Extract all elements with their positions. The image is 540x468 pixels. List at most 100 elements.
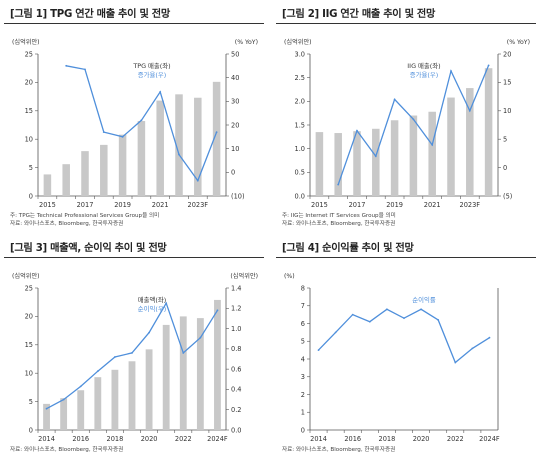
y-tick-label: 4: [301, 355, 305, 363]
legend-line: 순이익률: [412, 295, 436, 304]
y2-tick-label: 1.4: [231, 284, 242, 292]
bar-2016: [334, 133, 342, 196]
x-tick-label: 2018: [379, 435, 396, 443]
y-tick-label: 0.0: [295, 192, 306, 200]
bar-2023F: [466, 88, 474, 196]
point-2019: [121, 135, 124, 138]
point-2019: [131, 352, 133, 354]
y-tick-label: 0.5: [295, 169, 306, 177]
bar-2021: [156, 100, 164, 196]
point-2022: [450, 70, 452, 72]
point-2020: [420, 308, 422, 311]
x-tick-label: 2022: [447, 435, 464, 443]
y2-tick-label: 0.0: [231, 426, 242, 434]
legend-line: 증가율(우): [138, 70, 167, 79]
y2-tick-label: 0.4: [231, 386, 242, 394]
y2-tick-label: (5): [503, 192, 512, 200]
x-tick-label: 2020: [141, 435, 158, 443]
bar-2022: [447, 97, 455, 196]
point-2024F: [215, 131, 218, 133]
y-tick-label: 1.0: [295, 145, 306, 153]
legend-line: 증가율(우): [410, 70, 439, 79]
right-axis-unit: (십억위안): [230, 272, 258, 280]
chart-source: 자료: 와이나스포츠, Bloomberg, 한국투자증권: [10, 221, 124, 227]
point-2022: [182, 352, 185, 354]
x-tick-label: 2019: [114, 201, 131, 209]
point-2020: [412, 118, 415, 121]
chart-panel-3: [그림 3] 매출액, 순이익 추이 및 전망 (십억위안) (십억위안) 0 5 10…: [4, 234, 264, 454]
y2-tick-label: 30: [231, 98, 239, 106]
chart-note: 주: IIG는 Internet IT Services Group을 의미: [282, 213, 396, 219]
x-tick-label: 2017: [77, 201, 94, 209]
x-tick-label: 2016: [72, 435, 89, 443]
bar-2015: [315, 132, 324, 196]
bar-2015: [60, 398, 68, 430]
y2-tick-label: 0: [231, 169, 235, 177]
y-tick-label: 15: [25, 107, 33, 115]
y-tick-label: 5: [29, 398, 33, 406]
point-2023F: [471, 347, 474, 350]
y-tick-label: 1: [301, 409, 305, 417]
revenue-profit-chart: (십억위안) (십억위안) 0 5 10 15 20 25 0.0 0.2 0.4 0.6 0.8 1.0…: [12, 272, 258, 443]
point-2019: [393, 98, 396, 101]
x-tick-label: 2023F: [460, 201, 481, 209]
bar-2019: [118, 134, 127, 196]
chart-panel-4: [그림 4] 순이익률 추이 및 전망 (%) 0 1 2 3 4 5 6 7 8 2014 2016…: [276, 234, 536, 454]
bar-2018: [111, 369, 119, 430]
point-2014: [317, 349, 320, 352]
legend-bar: TPG 매출(좌): [132, 61, 170, 70]
x-tick-label: 2024F: [479, 435, 500, 443]
x-tick-label: 2019: [386, 201, 403, 209]
iig-sales-chart: (십억위안) (% YoY) 0.0 0.5 1.0 1.5 2.0 2.5 3.0 (5) 0 5 1…: [284, 38, 530, 209]
y-tick-label: 10: [25, 370, 33, 378]
legend-bar: IIG 매출(좌): [407, 61, 440, 70]
y-tick-label: 25: [25, 284, 33, 292]
x-tick-label: 2017: [349, 201, 366, 209]
y-tick-label: 3: [301, 373, 305, 381]
point-2016: [337, 183, 340, 186]
chart-panel-1: [그림 1] TPG 연간 매출 추이 및 전망 (십억위안) (% YoY) 0 5…: [4, 0, 264, 228]
point-2016: [351, 313, 354, 316]
bar-2020: [409, 115, 418, 196]
point-2018: [374, 155, 377, 158]
y-tick-label: 0: [29, 426, 33, 434]
tpg-sales-chart: (십억위안) (% YoY) 0 5 10 15 20 25 (10) 0 10 20 30 40 50 20…: [12, 38, 258, 209]
y2-tick-label: 20: [503, 50, 511, 58]
point-2018: [102, 131, 105, 133]
left-axis-unit: (%): [284, 273, 295, 280]
legend-line: 순이익(우): [138, 304, 167, 313]
bar-2019: [128, 361, 136, 430]
x-tick-label: 2015: [311, 201, 328, 209]
point-2020: [148, 331, 150, 334]
chart-title: [그림 4] 순이익률 추이 및 전망: [276, 240, 536, 258]
bar-2014: [43, 403, 50, 430]
chart-source: 자료: 와이나스포츠, Bloomberg, 한국투자증권: [282, 447, 396, 453]
y-tick-label: 10: [25, 136, 33, 144]
point-2017: [356, 129, 358, 132]
y-tick-label: 5: [301, 338, 305, 346]
bar-2018: [372, 128, 380, 196]
x-tick-label: 2023F: [188, 201, 209, 209]
chart-panel-2: [그림 2] IIG 연간 매출 추이 및 전망 (십억위안) (% YoY) 0.…: [276, 0, 536, 228]
bar-2019: [390, 120, 399, 196]
x-tick-label: 2020: [413, 435, 430, 443]
y2-tick-label: 10: [503, 107, 511, 115]
point-2017: [368, 320, 371, 323]
y-tick-label: 25: [25, 50, 33, 58]
bar-2017: [81, 151, 89, 196]
y-tick-label: 1.5: [295, 121, 306, 129]
y-tick-label: 3.0: [295, 50, 306, 58]
point-2020: [140, 119, 143, 122]
y2-tick-label: 10: [231, 145, 239, 153]
y2-tick-label: 0: [503, 164, 507, 172]
x-tick-label: 2021: [152, 201, 169, 209]
bar-2024F: [484, 68, 493, 196]
x-tick-label: 2014: [38, 435, 55, 443]
y2-tick-label: 0.8: [231, 345, 242, 353]
point-2022: [454, 361, 457, 364]
left-axis-unit: (십억위안): [12, 272, 40, 280]
point-2017: [96, 370, 99, 373]
bar-2018: [100, 144, 108, 196]
y-tick-label: 20: [25, 313, 33, 321]
x-tick-label: 2014: [310, 435, 327, 443]
